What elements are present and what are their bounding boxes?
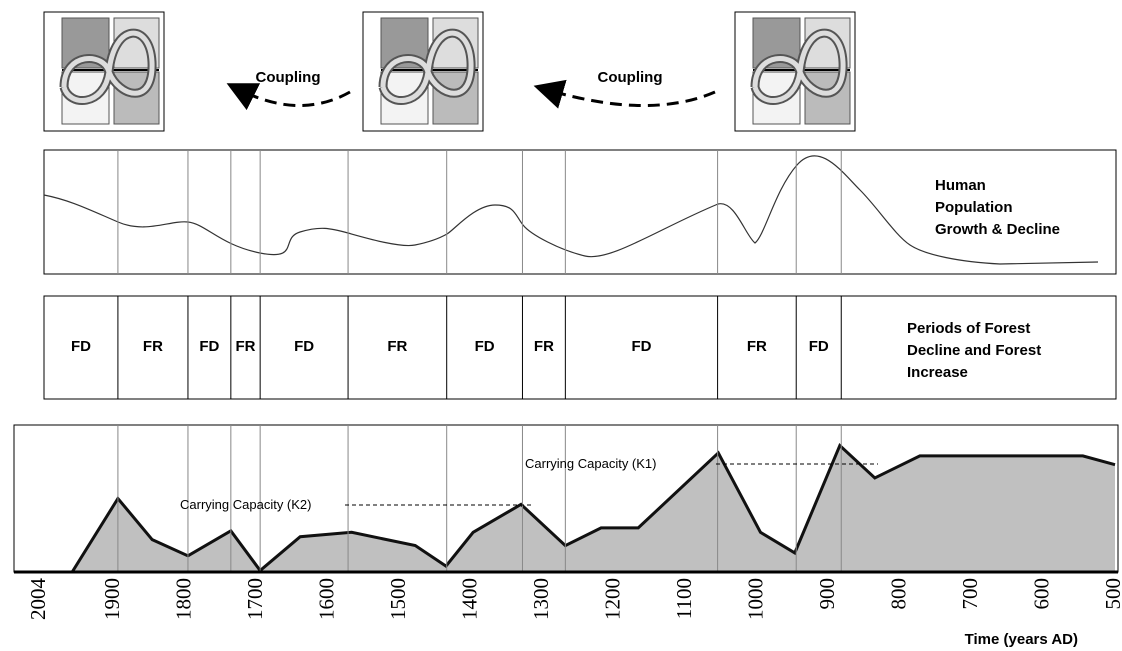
period-label: FR bbox=[747, 338, 767, 355]
period-label: FD bbox=[71, 338, 91, 355]
period-label: FD bbox=[631, 338, 651, 355]
x-tick-label: 1400 bbox=[458, 578, 482, 620]
x-tick-label: 600 bbox=[1029, 578, 1053, 610]
x-tick-label: 1700 bbox=[243, 578, 267, 620]
x-tick-label: 1300 bbox=[529, 578, 553, 620]
panel-label: Growth & Decline bbox=[935, 221, 1060, 238]
arrow bbox=[240, 90, 350, 106]
period-label: FR bbox=[143, 338, 163, 355]
annotation: Carrying Capacity (K2) bbox=[180, 497, 312, 512]
x-axis-title: Time (years AD) bbox=[965, 631, 1078, 648]
panel-label: Decline and Forest bbox=[907, 342, 1041, 359]
period-label: FD bbox=[199, 338, 219, 355]
x-tick-label: 1100 bbox=[672, 578, 696, 619]
x-tick-label: 1600 bbox=[315, 578, 339, 620]
coupling-label: Coupling bbox=[256, 69, 321, 86]
x-tick-label: 700 bbox=[958, 578, 982, 610]
cycle-icon bbox=[363, 12, 483, 131]
panel-label: Periods of Forest bbox=[907, 320, 1030, 337]
annotation: Carrying Capacity (K1) bbox=[525, 456, 657, 471]
x-tick-label: 900 bbox=[815, 578, 839, 610]
x-tick-label: 1000 bbox=[743, 578, 767, 620]
x-tick-label: 500 bbox=[1101, 578, 1122, 610]
period-label: FD bbox=[294, 338, 314, 355]
arrow bbox=[548, 90, 715, 106]
period-label: FR bbox=[235, 338, 255, 355]
coupling-label: Coupling bbox=[598, 69, 663, 86]
x-tick-label: 1900 bbox=[100, 578, 124, 620]
panel-label: Increase bbox=[907, 364, 968, 381]
x-tick-label: 2004 bbox=[26, 578, 50, 621]
cycle-icon bbox=[44, 12, 164, 131]
panel-label: Population bbox=[935, 199, 1013, 216]
period-label: FD bbox=[475, 338, 495, 355]
x-tick-label: 1800 bbox=[172, 578, 196, 620]
x-tick-label: 1200 bbox=[600, 578, 624, 620]
x-tick-label: 800 bbox=[886, 578, 910, 610]
panel-label: Human bbox=[935, 177, 986, 194]
period-label: FR bbox=[534, 338, 554, 355]
x-tick-label: 1500 bbox=[386, 578, 410, 620]
diagram: Coupling Coupling Human Population Growt… bbox=[0, 0, 1122, 651]
period-label: FR bbox=[387, 338, 407, 355]
period-label: FD bbox=[809, 338, 829, 355]
cycle-icon bbox=[735, 12, 855, 131]
